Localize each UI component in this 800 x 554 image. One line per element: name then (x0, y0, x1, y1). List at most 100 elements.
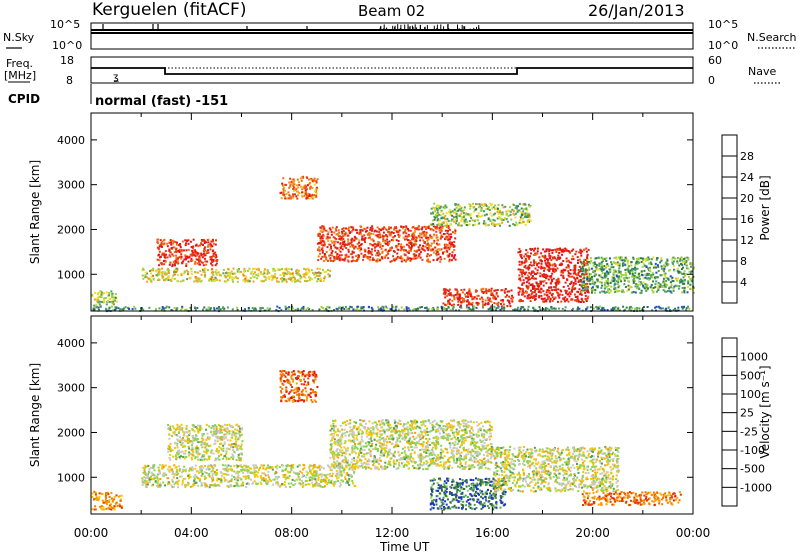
echo-cell (291, 478, 294, 481)
echo-cell (112, 303, 115, 306)
echo-cell (532, 249, 535, 252)
echo-cell (409, 246, 412, 249)
echo-cell (607, 272, 610, 275)
echo-cell (305, 476, 308, 479)
echo-cell (640, 261, 643, 263)
echo-cell (479, 209, 482, 212)
echo-cell (409, 259, 412, 262)
echo-cell (159, 239, 162, 242)
echo-cell (341, 228, 344, 231)
echo-cell (612, 277, 615, 279)
echo-cell (294, 187, 297, 190)
echo-cell (543, 266, 546, 269)
echo-cell (668, 269, 670, 272)
echo-cell (400, 306, 403, 309)
echo-cell (593, 261, 596, 264)
echo-cell (279, 274, 282, 276)
echo-cell (225, 280, 228, 283)
echo-cell (594, 289, 597, 292)
echo-cell (222, 272, 225, 275)
echo-cell (263, 270, 266, 273)
echo-cell (550, 294, 553, 297)
echo-cell (298, 192, 301, 194)
echo-cell (358, 247, 361, 249)
echo-cell (343, 243, 346, 246)
echo-cell (209, 308, 212, 311)
echo-cell (551, 289, 554, 292)
echo-cell (209, 245, 212, 248)
echo-cell (181, 262, 184, 265)
echo-cell (499, 308, 502, 311)
echo-cell (574, 273, 577, 276)
echo-cell (110, 508, 113, 511)
echo-cell (604, 287, 607, 290)
echo-cell (213, 308, 216, 311)
echo-cell (145, 276, 148, 279)
echo-cell (601, 306, 604, 309)
echo-cell (289, 195, 292, 198)
echo-cell (452, 257, 455, 260)
echo-cell (665, 276, 668, 279)
echo-cell (227, 485, 230, 488)
echo-cell (344, 478, 347, 480)
echo-cell (181, 471, 184, 474)
echo-cell (540, 252, 543, 255)
echo-cell (595, 273, 598, 276)
echo-cell (551, 267, 554, 270)
echo-cell (412, 257, 415, 260)
echo-cell (644, 264, 646, 267)
echo-cell (523, 295, 526, 298)
echo-cell (542, 280, 545, 283)
echo-cell (602, 268, 605, 271)
echo-cell (511, 294, 513, 297)
echo-cell (114, 306, 117, 309)
echo-cell (497, 209, 500, 212)
echo-cell (386, 242, 389, 245)
echo-cell (318, 468, 321, 471)
echo-cell (623, 279, 626, 282)
echo-cell (164, 256, 167, 259)
echo-cell (561, 253, 563, 256)
echo-cell (252, 308, 255, 311)
echo-cell (244, 309, 247, 312)
echo-cell (411, 245, 413, 247)
echo-cell (531, 296, 534, 299)
echo-cell (154, 480, 157, 483)
echo-cell (591, 286, 594, 289)
echo-cell (308, 195, 311, 197)
echo-cell (449, 236, 452, 239)
echo-cell (340, 245, 343, 248)
echo-cell (410, 246, 413, 249)
echo-cell (301, 191, 304, 194)
noise-left-label: N.Sky (3, 31, 35, 44)
echo-cell (272, 268, 275, 271)
echo-cell (384, 239, 387, 242)
echo-cell (402, 232, 405, 234)
echo-cell (233, 272, 236, 275)
echo-cell (150, 466, 152, 469)
echo-cell (283, 186, 285, 189)
echo-cell (353, 472, 355, 475)
echo-cell (469, 293, 472, 296)
echo-cell (168, 249, 171, 252)
echo-cell (144, 481, 147, 484)
echo-cell (325, 270, 328, 273)
echo-cell (444, 204, 447, 207)
echo-cell (116, 300, 118, 303)
echo-cell (243, 469, 246, 472)
echo-cell (615, 280, 618, 283)
echo-cell (459, 213, 462, 216)
echo-cell (448, 254, 450, 257)
echo-cell (168, 263, 171, 266)
echo-cell (209, 258, 212, 261)
echo-cell (613, 271, 616, 274)
echo-cell (340, 307, 342, 310)
echo-cell (356, 308, 358, 311)
echo-cell (305, 188, 308, 191)
echo-cell (517, 286, 520, 289)
echo-cell (161, 276, 164, 279)
echo-cell (404, 254, 407, 257)
echo-cell (442, 212, 445, 215)
echo-cell (200, 239, 203, 241)
echo-cell (417, 246, 420, 249)
